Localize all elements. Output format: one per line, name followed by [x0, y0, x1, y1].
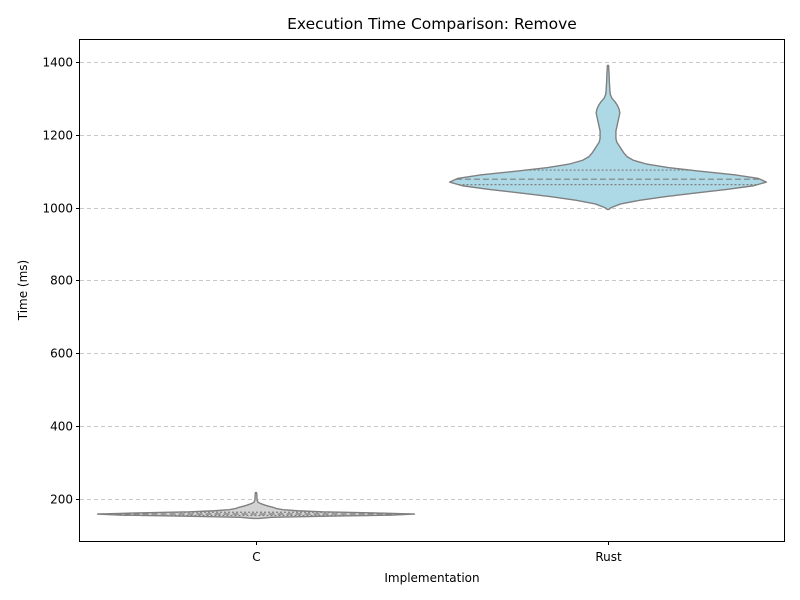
y-tick-label: 200	[50, 493, 73, 507]
y-tick-label: 1200	[42, 129, 73, 143]
y-tick-label: 1400	[42, 56, 73, 70]
x-axis-label: Implementation	[384, 571, 479, 585]
tick-layer: 200 400 600 800 1000 1200 1400 C Rust	[42, 56, 622, 565]
violin-body-rust	[448, 64, 768, 211]
y-axis-label: Time (ms)	[16, 260, 30, 322]
y-tick-label: 800	[50, 274, 73, 288]
x-tick-label: C	[252, 550, 260, 564]
x-tick-label: Rust	[595, 550, 622, 564]
grid-layer	[80, 62, 784, 500]
violin-layer	[96, 64, 768, 520]
y-tick-label: 400	[50, 420, 73, 434]
plot-frame	[79, 39, 785, 542]
y-tick-label: 1000	[42, 202, 73, 216]
y-tick-label: 600	[50, 347, 73, 361]
chart-title: Execution Time Comparison: Remove	[287, 15, 577, 33]
